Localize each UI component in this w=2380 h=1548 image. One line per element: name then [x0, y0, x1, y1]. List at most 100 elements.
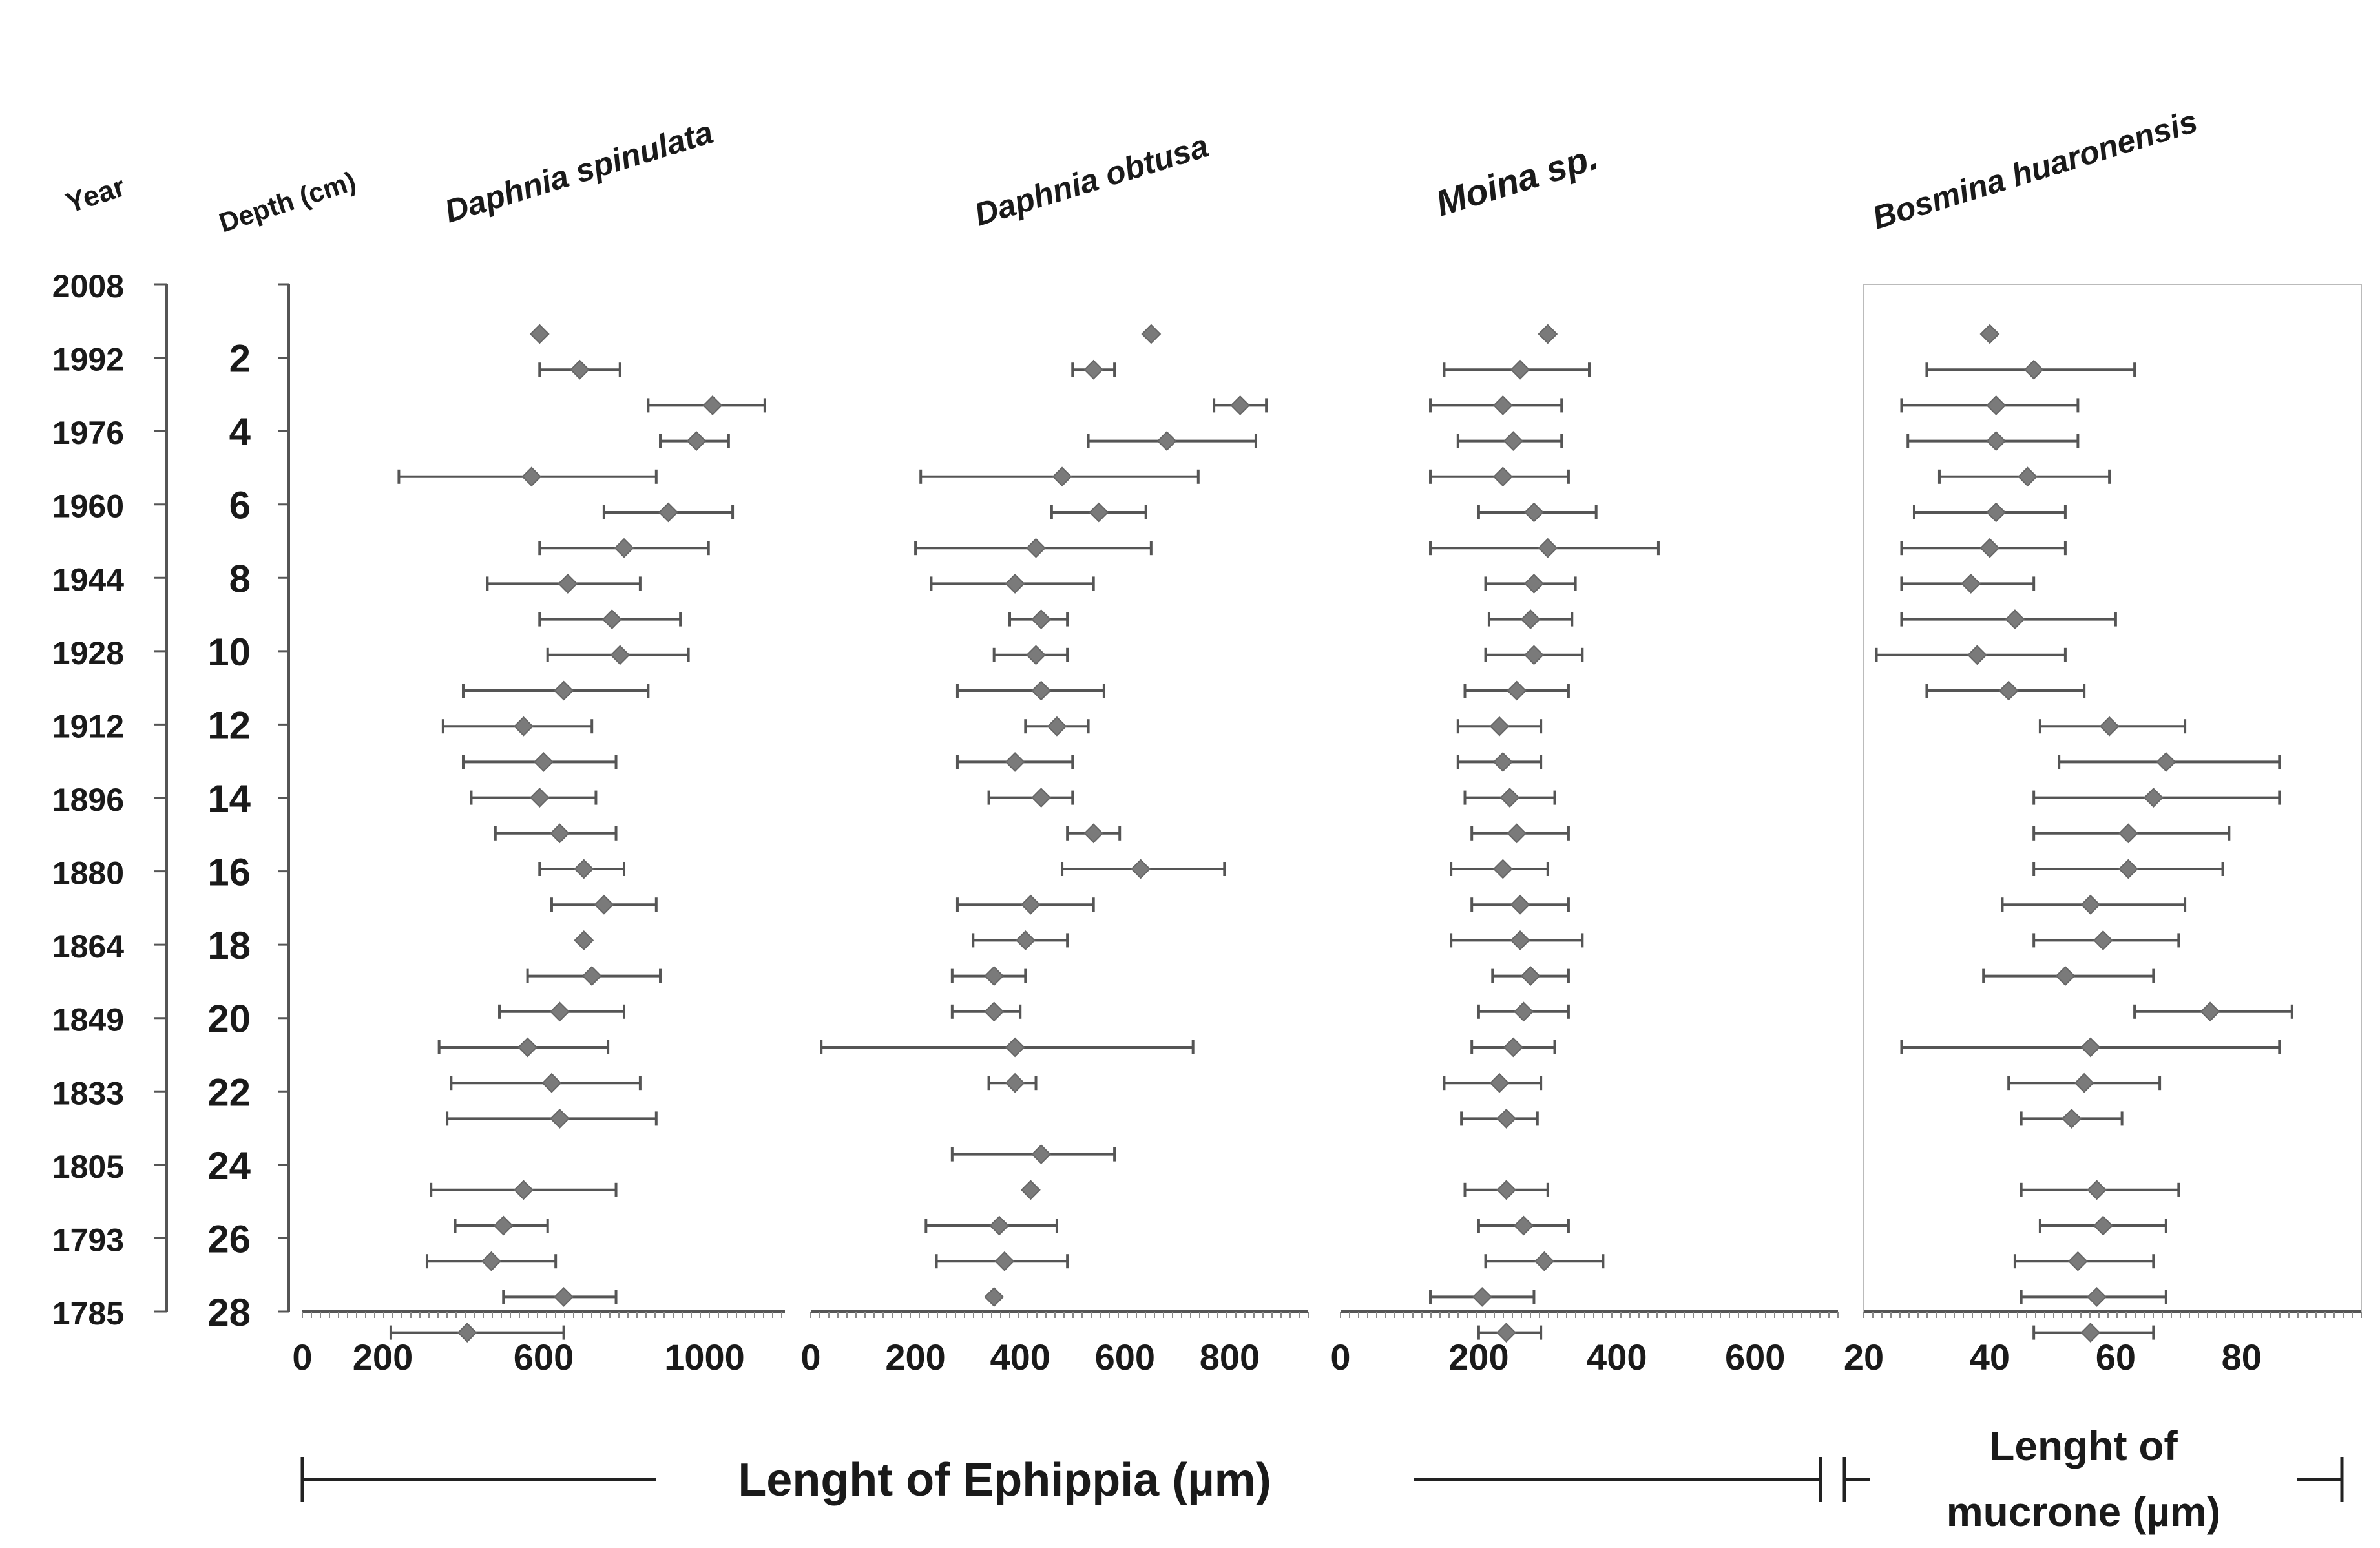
- data-point: [1524, 645, 1544, 665]
- data-point: [1005, 1072, 1025, 1093]
- data-point: [1510, 359, 1530, 380]
- panel-bosmina: 20 40 60 80: [1844, 284, 2362, 1377]
- error-bar: [955, 684, 1105, 698]
- x-tick-label: 1000: [664, 1337, 745, 1377]
- year-header: Year: [62, 171, 129, 219]
- data-point: [541, 1072, 562, 1093]
- panel-title-moina: Moina sp.: [1431, 136, 1602, 224]
- data-point: [1005, 573, 1025, 594]
- data-point: [570, 359, 590, 380]
- data-point: [517, 1037, 538, 1058]
- data-point: [529, 324, 550, 344]
- data-point: [2067, 1251, 2088, 1271]
- data-point: [493, 1215, 514, 1236]
- x-tick-label: 600: [514, 1337, 574, 1377]
- data-point: [1230, 395, 1251, 415]
- data-point: [2023, 359, 2044, 380]
- year-tick-label: 1912: [52, 708, 124, 744]
- data-point: [1520, 966, 1541, 987]
- data-point: [702, 395, 723, 415]
- depth-tick-label: 12: [207, 704, 251, 747]
- data-point: [521, 466, 542, 487]
- year-tick-label: 1785: [52, 1295, 124, 1332]
- data-point: [1986, 431, 2007, 452]
- depth-tick-label: 28: [207, 1291, 251, 1334]
- year-tick-label: 1805: [52, 1149, 124, 1185]
- depth-tick-label: 26: [207, 1217, 251, 1260]
- data-point: [1492, 751, 1513, 772]
- data-point: [1141, 324, 1162, 344]
- depth-tick-label: 6: [229, 484, 251, 527]
- data-point: [994, 1251, 1015, 1271]
- x-tick-label: 400: [1587, 1337, 1647, 1377]
- data-point: [1524, 502, 1544, 523]
- data-point: [1979, 324, 2000, 344]
- data-point: [1031, 788, 1052, 808]
- data-point: [1961, 573, 1981, 594]
- ephippia-axis-title: Lenght of Ephippia (µm): [300, 1454, 1822, 1506]
- x-tick-label: 20: [1844, 1337, 1884, 1377]
- data-point: [601, 609, 622, 630]
- x-tick-label: 80: [2222, 1337, 2262, 1377]
- x-tick-label: 600: [1095, 1337, 1155, 1377]
- year-tick-label: 1992: [52, 342, 124, 378]
- year-tick-label: 1833: [52, 1075, 124, 1111]
- data-point: [1472, 1286, 1492, 1307]
- data-point: [1489, 716, 1510, 737]
- data-point: [513, 716, 534, 737]
- data-point: [1496, 1323, 1517, 1343]
- data-point: [658, 502, 678, 523]
- data-point: [1986, 502, 2007, 523]
- year-axis: 2008 1992 1976 1960 1944 1928 1912 1896 1880 1864…: [52, 268, 168, 1332]
- x-tick-label: 60: [2096, 1337, 2136, 1377]
- data-point: [686, 431, 707, 452]
- data-point: [2087, 1180, 2107, 1200]
- depth-tick-label: 10: [207, 631, 251, 674]
- depth-tick-label: 14: [207, 777, 251, 821]
- depth-tick-label: 18: [207, 924, 251, 967]
- year-tick-label: 1960: [52, 488, 124, 525]
- data-point: [1538, 324, 1558, 344]
- x-tick-label: 200: [353, 1337, 413, 1377]
- data-point: [2200, 1001, 2220, 1022]
- data-point: [574, 859, 594, 879]
- data-point: [1503, 431, 1523, 452]
- panel-moina: 0 200 400 600: [1330, 324, 1839, 1377]
- data-point: [1489, 1072, 1510, 1093]
- data-point: [1507, 680, 1527, 701]
- data-point: [1499, 788, 1520, 808]
- data-point: [1083, 823, 1104, 844]
- data-point: [2118, 859, 2138, 879]
- depth-tick-label: 20: [207, 998, 251, 1041]
- depth-tick-label: 22: [207, 1071, 251, 1114]
- x-tick-label: 800: [1200, 1337, 1260, 1377]
- data-point: [1131, 859, 1151, 879]
- mucrone-axis-title: Lenght of mucrone (µm): [1842, 1423, 2344, 1535]
- data-point: [2080, 894, 2101, 915]
- data-point: [2005, 609, 2025, 630]
- depth-tick-label: 4: [229, 410, 251, 454]
- data-point: [1005, 751, 1025, 772]
- data-point: [1031, 1144, 1052, 1165]
- data-point: [1538, 538, 1558, 558]
- panel-title-bosmina: Bosmina huaronensis: [1868, 103, 2202, 236]
- year-tick-label: 1849: [52, 1002, 124, 1038]
- data-point: [2156, 751, 2176, 772]
- x-tick-label: 0: [1330, 1337, 1350, 1377]
- data-point: [1979, 538, 2000, 558]
- data-point: [1052, 466, 1072, 487]
- x-tick-label: 0: [292, 1337, 312, 1377]
- year-tick-label: 2008: [52, 268, 124, 304]
- data-point: [984, 1286, 1005, 1307]
- data-point: [1021, 894, 1041, 915]
- depth-tick-label: 24: [207, 1144, 251, 1187]
- mucrone-length-label-line1: Lenght of: [1989, 1423, 2178, 1469]
- x-tick-label: 40: [1970, 1337, 2010, 1377]
- data-point: [574, 930, 594, 950]
- data-point: [481, 1251, 501, 1271]
- year-tick-label: 1864: [52, 928, 124, 965]
- data-point: [2055, 966, 2076, 987]
- data-point: [610, 645, 631, 665]
